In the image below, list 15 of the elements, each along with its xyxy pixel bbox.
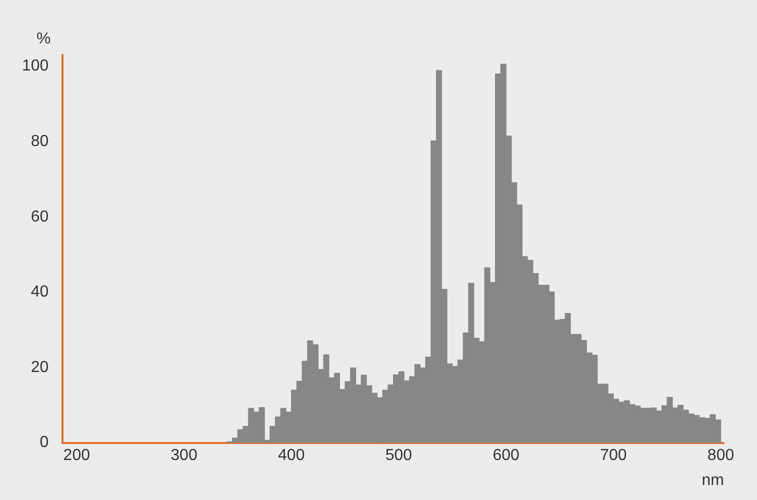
y-axis-title: %: [36, 30, 51, 48]
y-tick-label: 60: [30, 208, 49, 226]
x-tick-label: 800: [707, 446, 734, 464]
y-tick-label: 40: [30, 284, 49, 301]
y-tick-label: 20: [30, 358, 49, 376]
y-tick-label: 100: [22, 58, 49, 75]
x-tick-label: 200: [63, 446, 90, 464]
x-tick-label: 300: [170, 446, 198, 464]
x-tick-label: 400: [278, 446, 305, 464]
y-tick-label: 80: [30, 133, 49, 150]
x-tick-label: 600: [492, 446, 520, 464]
x-tick-label: 700: [600, 446, 627, 464]
x-axis-title: nm: [702, 472, 724, 490]
x-tick-label: 500: [385, 446, 412, 464]
y-tick-label: 0: [40, 434, 49, 452]
